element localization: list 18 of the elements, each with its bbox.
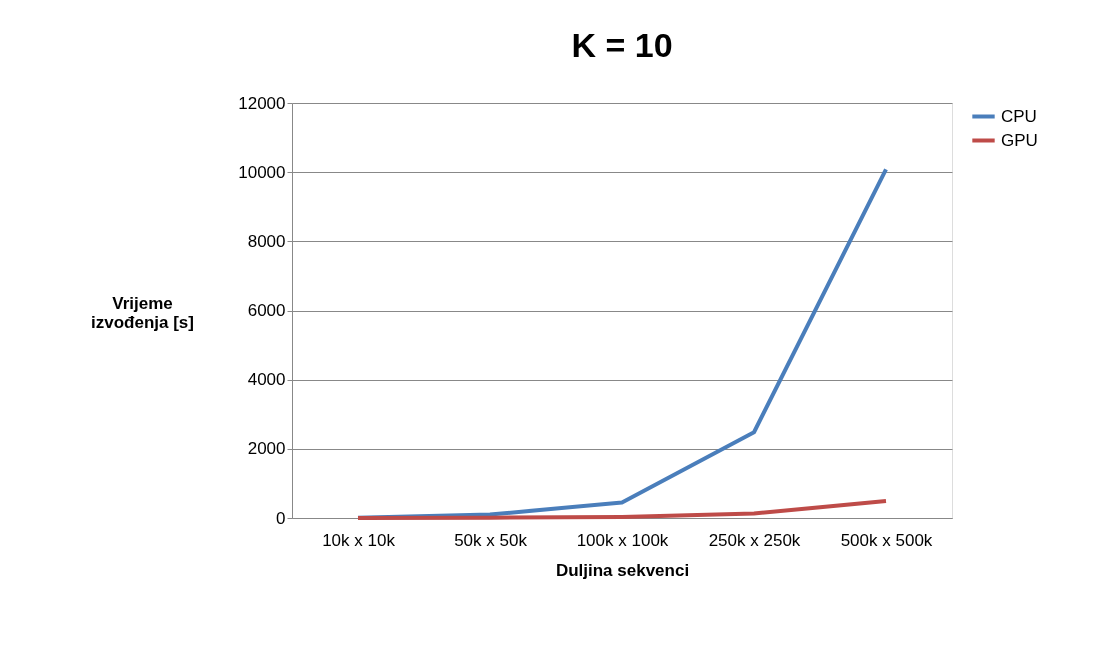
x-tick-label: 500k x 500k [840,530,933,550]
y-tick-label: 12000 [238,93,286,113]
y-tick-label: 6000 [247,301,286,320]
x-tick-label: 100k x 100k [576,530,669,550]
x-axis-title: Duljina sekvenci [555,560,690,580]
line-series [356,499,888,520]
chart-title: K = 10 [571,26,673,64]
y-tick-label: 10000 [238,162,286,182]
x-tick-label: 50k x 50k [454,530,528,550]
y-tick-label: 0 [276,508,286,528]
y-tick-label: 8000 [247,231,286,251]
x-tick-label: 250k x 250k [708,530,801,550]
y-axis-title: Vrijeme izvođenja [s] [91,293,194,332]
y-tick-label: 4000 [247,370,286,390]
legend-label: GPU [1001,130,1038,150]
legend-label: CPU [1001,106,1037,126]
y-tick-label: 2000 [247,439,286,459]
x-tick-label: 10k x 10k [322,530,396,550]
